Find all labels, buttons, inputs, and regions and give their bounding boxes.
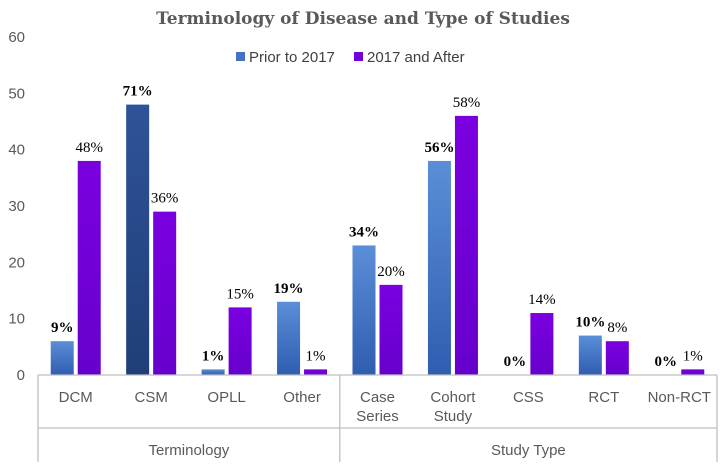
x-group-label: Terminology bbox=[148, 442, 229, 459]
bar-after-4 bbox=[379, 284, 403, 375]
y-tick-label: 50 bbox=[8, 85, 25, 102]
bar-after-6 bbox=[530, 313, 554, 375]
bar-after-3 bbox=[304, 369, 328, 375]
x-tick-label: Case bbox=[360, 389, 395, 406]
data-labels: 9% 48% 71% 36% 1% 15% 19% 1% 34% 20% 56% 58% 0% 14% 10… bbox=[51, 84, 703, 370]
data-label-after-5: 58% bbox=[453, 95, 481, 111]
bar-after-1 bbox=[153, 211, 177, 375]
x-axis: DCM CSM OPLL Other Case Series Cohort Study CSS R… bbox=[37, 374, 718, 462]
data-label-prior-6: 0% bbox=[504, 354, 527, 370]
bar-prior-0 bbox=[50, 341, 74, 375]
data-label-after-3: 1% bbox=[306, 348, 326, 364]
x-group-label: Study Type bbox=[491, 442, 566, 459]
legend-swatch-after bbox=[354, 52, 363, 61]
data-label-prior-2: 1% bbox=[202, 348, 225, 364]
x-tick-label: Series bbox=[356, 408, 399, 425]
bar-after-8 bbox=[681, 369, 705, 375]
bars bbox=[50, 104, 705, 375]
data-label-prior-0: 9% bbox=[51, 320, 74, 336]
y-axis: 0 10 20 30 40 50 60 bbox=[8, 29, 25, 384]
bar-after-7 bbox=[605, 341, 629, 375]
bar-prior-5 bbox=[427, 160, 451, 375]
y-tick-label: 10 bbox=[8, 311, 25, 328]
x-tick-label: Other bbox=[283, 389, 321, 406]
bar-prior-1 bbox=[126, 104, 150, 375]
data-label-prior-5: 56% bbox=[424, 140, 454, 156]
data-label-after-8: 1% bbox=[683, 348, 703, 364]
legend-label-prior: Prior to 2017 bbox=[249, 49, 335, 66]
y-tick-label: 20 bbox=[8, 254, 25, 271]
data-label-after-4: 20% bbox=[377, 264, 405, 280]
bar-prior-4 bbox=[352, 245, 376, 375]
data-label-prior-1: 71% bbox=[123, 84, 153, 100]
chart-title: Terminology of Disease and Type of Studi… bbox=[156, 9, 570, 29]
y-tick-label: 30 bbox=[8, 198, 25, 215]
bar-prior-7 bbox=[578, 335, 602, 375]
x-tick-label: DCM bbox=[59, 389, 93, 406]
data-label-after-7: 8% bbox=[607, 320, 627, 336]
x-tick-label: Study bbox=[434, 408, 473, 425]
bar-after-5 bbox=[454, 115, 478, 375]
legend-label-after: 2017 and After bbox=[367, 49, 465, 66]
bar-after-2 bbox=[228, 307, 252, 375]
x-tick-label: Non-RCT bbox=[648, 389, 711, 406]
bar-prior-2 bbox=[201, 369, 225, 375]
data-label-after-1: 36% bbox=[151, 191, 179, 207]
data-label-prior-7: 10% bbox=[575, 315, 605, 331]
x-tick-label: OPLL bbox=[207, 389, 245, 406]
data-label-prior-8: 0% bbox=[655, 354, 678, 370]
y-tick-label: 60 bbox=[8, 29, 25, 46]
x-tick-label: CSM bbox=[134, 389, 167, 406]
legend-swatch-prior bbox=[236, 52, 245, 61]
data-label-after-6: 14% bbox=[528, 292, 556, 308]
x-tick-label: CSS bbox=[513, 389, 544, 406]
bar-after-0 bbox=[77, 160, 101, 375]
data-label-prior-3: 19% bbox=[274, 281, 304, 297]
x-tick-label: RCT bbox=[588, 389, 619, 406]
data-label-after-0: 48% bbox=[75, 140, 103, 156]
y-tick-label: 40 bbox=[8, 142, 25, 159]
data-label-prior-4: 34% bbox=[349, 224, 379, 240]
x-tick-label: Cohort bbox=[430, 389, 476, 406]
y-tick-label: 0 bbox=[17, 367, 25, 384]
data-label-after-2: 15% bbox=[226, 286, 254, 302]
bar-prior-3 bbox=[277, 301, 301, 375]
